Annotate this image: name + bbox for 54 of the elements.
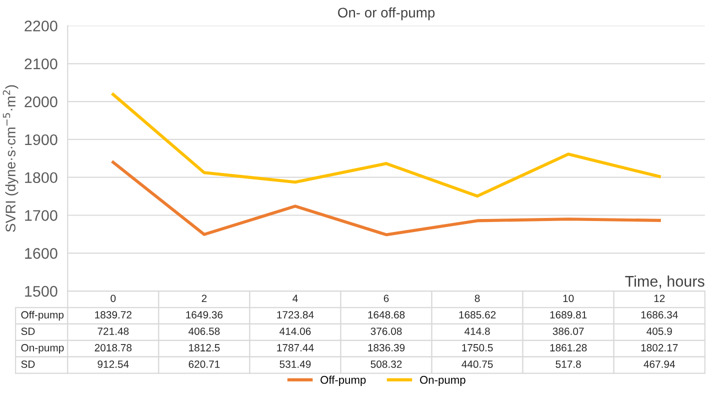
text: 531.49 [280, 360, 311, 368]
data-label: 1750.5 [462, 344, 493, 352]
y-tick-label: 2200 [24, 20, 58, 32]
data-label: 1648.68 [368, 311, 405, 319]
data-label: 1839.72 [95, 311, 132, 319]
x-tick-label: 10 [563, 294, 574, 302]
legend-label: Off-pump [320, 376, 366, 386]
text: Off-pump [21, 310, 64, 321]
text: 508.32 [370, 360, 402, 368]
text: 440.75 [462, 360, 493, 368]
x-tick-label: 12 [654, 294, 665, 302]
data-label: 1787.44 [277, 344, 314, 352]
text: 386.07 [552, 328, 584, 335]
data-label: 1649.36 [186, 311, 223, 319]
text: SD [21, 360, 35, 368]
y-axis-title: SVRI (dyne·s·cm$^{−5}$·m$^{2}$) [2, 85, 18, 232]
y-tick-label: 1700 [25, 210, 58, 221]
data-label: 1812.5 [189, 344, 220, 352]
line-series [112, 92, 661, 198]
text: 721.48 [98, 328, 129, 335]
legend-label: On-pump [420, 376, 466, 386]
x-axis-title: Time, hours [625, 275, 704, 289]
data-label: 1685.62 [459, 311, 496, 319]
text: 414.06 [280, 328, 311, 335]
data-label: 1836.39 [368, 344, 405, 352]
chart-title: On- or off-pump [338, 7, 435, 20]
text: 406.58 [188, 328, 220, 335]
text: 912.54 [98, 360, 129, 368]
data-label: 1802.17 [641, 344, 678, 352]
x-tick-label: 4 [292, 294, 298, 302]
data-label: 1723.84 [277, 311, 314, 319]
y-tick-label: 2100 [24, 58, 58, 70]
x-tick-label: 8 [474, 294, 480, 302]
y-tick-label: 1500 [25, 286, 58, 297]
data-label: 1861.28 [550, 344, 587, 352]
text: On-pump [21, 344, 64, 354]
x-tick-label: 6 [384, 294, 389, 302]
text: 620.71 [188, 360, 220, 368]
line-series [112, 160, 661, 236]
text: 467.94 [644, 360, 675, 368]
data-label: 1686.34 [641, 311, 678, 319]
x-tick-label: 2 [202, 294, 207, 302]
y-tick-label: 1800 [25, 172, 58, 184]
y-tick-label: 1600 [25, 248, 58, 259]
y-tick-label: 1900 [25, 134, 58, 146]
data-label: 2018.78 [94, 344, 132, 352]
text: 414.8 [464, 328, 490, 335]
data-label: 1689.81 [550, 311, 587, 319]
text: 517.8 [556, 360, 581, 368]
x-tick-label: 0 [110, 294, 116, 302]
text: SD [21, 328, 35, 335]
y-tick-label: 2000 [24, 96, 58, 108]
text: 376.08 [370, 328, 402, 335]
text: 405.9 [646, 328, 672, 335]
